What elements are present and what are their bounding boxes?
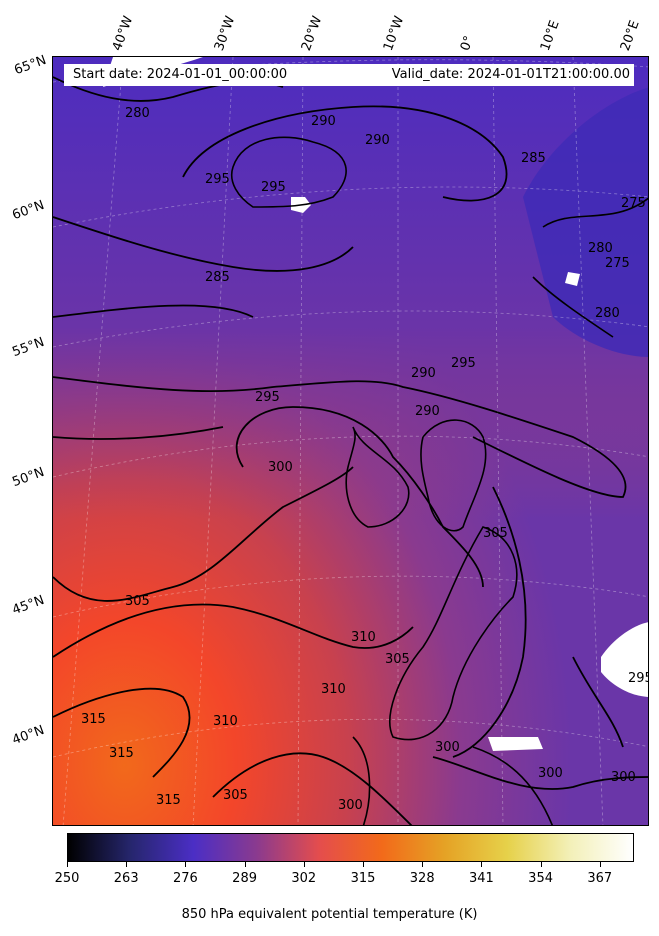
- colorbar-tick-label: 341: [468, 871, 494, 886]
- contour-label: 300: [268, 460, 293, 475]
- colorbar-tick-label: 354: [528, 871, 554, 886]
- contour-label: 315: [109, 746, 134, 761]
- colorbar-tick-mark: [303, 862, 305, 867]
- latitude-label: 60°N: [10, 197, 47, 224]
- colorbar-tick-label: 263: [113, 871, 139, 886]
- contour-label: 305: [385, 652, 410, 667]
- longitude-label: 30°W: [211, 14, 239, 53]
- latitude-label: 65°N: [12, 52, 49, 79]
- contour-label: 310: [213, 714, 238, 729]
- latitude-label: 55°N: [10, 334, 47, 361]
- colorbar-tick-mark: [244, 862, 246, 867]
- longitude-label: 20°W: [298, 14, 326, 53]
- colorbar-tick-mark: [67, 862, 68, 867]
- contour-label: 305: [125, 594, 150, 609]
- contour-label: 275: [621, 196, 646, 211]
- colorbar-tick-mark: [363, 862, 364, 867]
- contour-label: 300: [338, 798, 363, 813]
- map-panel[interactable]: 280 290 290 285 275 295 295 280 275 285 …: [52, 56, 649, 826]
- longitude-label: 40°W: [109, 14, 137, 53]
- contour-label: 315: [156, 793, 181, 808]
- contour-label: 295: [628, 671, 649, 686]
- coastlines: [231, 136, 648, 825]
- colorbar-tick-label: 276: [172, 871, 198, 886]
- norway-cold-region: [523, 87, 648, 357]
- contour-label: 310: [321, 682, 346, 697]
- colorbar-tick-mark: [540, 862, 542, 867]
- missing-data-norway: [565, 272, 580, 286]
- contour-label: 290: [365, 133, 390, 148]
- colorbar-tick-label: 328: [409, 871, 435, 886]
- contour-label: 295: [205, 172, 230, 187]
- valid-date: Valid_date: 2024-01-01T21:00:00.00: [391, 67, 630, 82]
- contour-label: 280: [125, 106, 150, 121]
- contour-label: 300: [538, 766, 563, 781]
- missing-data-alps: [601, 622, 648, 697]
- colorbar-tick-label: 250: [54, 871, 80, 886]
- contour-label: 305: [223, 788, 248, 803]
- contour-label: 285: [205, 270, 230, 285]
- colorbar-tick-label: 315: [350, 871, 376, 886]
- contour-label: 300: [435, 740, 460, 755]
- contour-label: 295: [255, 390, 280, 405]
- map-canvas: 280 290 290 285 275 295 295 280 275 285 …: [53, 57, 649, 825]
- contour-label: 280: [595, 306, 620, 321]
- start-date: Start date: 2024-01-01_00:00:00: [73, 67, 288, 82]
- latitude-label: 50°N: [10, 464, 47, 491]
- contour-lines: [53, 76, 648, 825]
- colorbar-tick-mark: [599, 862, 601, 867]
- contour-label: 295: [451, 356, 476, 371]
- contour-label: 275: [605, 256, 630, 271]
- colorbar-tick-mark: [481, 862, 483, 867]
- colorbar-tick-label: 367: [587, 871, 613, 886]
- longitude-label: 0°: [457, 33, 478, 53]
- contour-label: 300: [611, 770, 636, 785]
- contour-label: 315: [81, 712, 106, 727]
- contour-label: 295: [261, 180, 286, 195]
- colorbar-tick-mark: [185, 862, 187, 867]
- longitude-label: 10°W: [380, 14, 408, 53]
- contour-label: 310: [351, 630, 376, 645]
- colorbar-title: 850 hPa equivalent potential temperature…: [181, 907, 478, 922]
- colorbar-tick-mark: [126, 862, 128, 867]
- colorbar: [67, 833, 634, 862]
- colorbar-tick-label: 302: [291, 871, 317, 886]
- header-bar: Start date: 2024-01-01_00:00:00 Valid_da…: [64, 64, 634, 86]
- contour-label: 290: [311, 114, 336, 129]
- contour-label: 290: [411, 366, 436, 381]
- latitude-label: 45°N: [10, 592, 47, 619]
- contour-label: 285: [521, 151, 546, 166]
- latitude-label: 40°N: [10, 722, 47, 749]
- missing-data-mediterranean: [488, 737, 543, 751]
- graticule-lines: [53, 57, 648, 825]
- longitude-label: 10°E: [537, 18, 563, 53]
- colorbar-tick-label: 289: [232, 871, 258, 886]
- contour-label: 290: [415, 404, 440, 419]
- contour-labels: 280 290 290 285 275 295 295 280 275 285 …: [81, 106, 649, 813]
- colorbar-tick-mark: [422, 862, 424, 867]
- longitude-label: 20°E: [617, 18, 643, 53]
- contour-label: 305: [483, 526, 508, 541]
- contour-label: 280: [588, 241, 613, 256]
